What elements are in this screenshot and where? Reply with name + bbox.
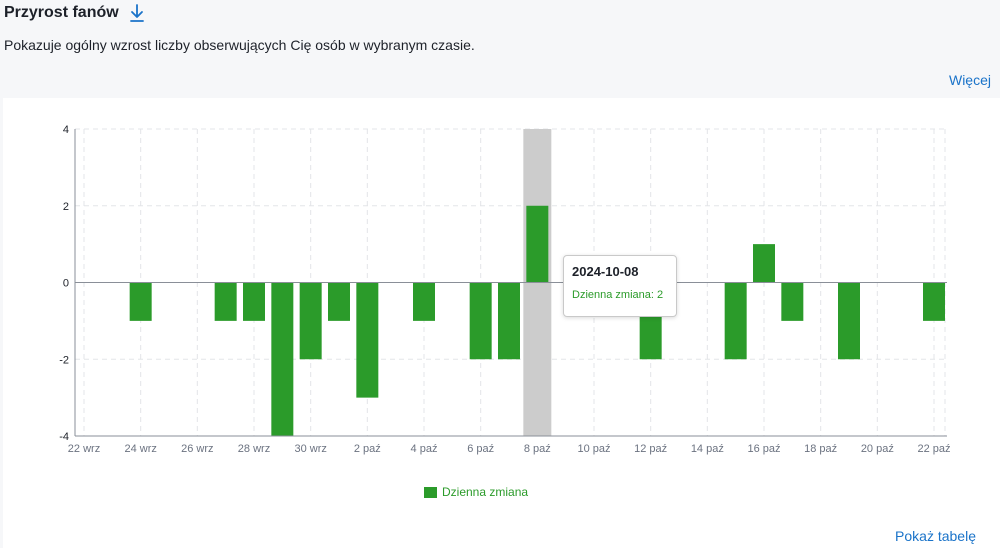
x-tick-label: 22 wrz: [68, 443, 100, 455]
bar: [526, 205, 549, 283]
bar: [328, 282, 350, 321]
header: Przyrost fanów: [4, 4, 145, 22]
y-tick-label: -4: [59, 431, 69, 443]
chart-card: -4 -2 0 2 4 22 wrz 24 wrz 26 wrz 28 wrz 30 wrz 2 p…: [3, 98, 1000, 548]
x-tick-label: 30 wrz: [294, 443, 326, 455]
x-tick-label: 12 paź: [634, 443, 667, 455]
y-tick-label: -2: [59, 354, 69, 366]
page-description: Pokazuje ogólny wzrost liczby obserwując…: [4, 37, 475, 53]
x-tick-label: 20 paź: [861, 443, 894, 455]
bar: [781, 282, 804, 321]
x-tick-label: 4 paź: [411, 443, 438, 455]
x-tick-label: 10 paź: [577, 443, 610, 455]
x-tick-label: 2 paź: [354, 443, 381, 455]
bar: [129, 282, 152, 321]
x-tick-label: 24 wrz: [124, 443, 156, 455]
legend-label: Dzienna zmiana: [442, 485, 529, 499]
bar: [271, 282, 294, 436]
legend-swatch: [424, 486, 437, 498]
show-table-link[interactable]: Pokaż tabelę: [895, 528, 976, 544]
bar-chart[interactable]: -4 -2 0 2 4 22 wrz 24 wrz 26 wrz 28 wrz 30 wrz 2 p…: [3, 98, 1000, 468]
bar: [923, 282, 945, 321]
x-tick-label: 8 paź: [524, 443, 551, 455]
chart-legend[interactable]: Dzienna zmiana: [424, 485, 528, 499]
x-tick-label: 28 wrz: [238, 443, 270, 455]
tooltip-value: Dzienna zmiana: 2: [572, 289, 664, 301]
x-tick-label: 22 paź: [917, 443, 950, 455]
bar: [413, 282, 435, 321]
tooltip-date: 2024-10-08: [572, 264, 639, 279]
x-tick-label: 18 paź: [804, 443, 837, 455]
bar: [724, 282, 747, 360]
bar: [753, 244, 775, 283]
x-tick-label: 14 paź: [691, 443, 724, 455]
chart-tooltip: 2024-10-08 Dzienna zmiana: 2: [563, 255, 677, 317]
page-title: Przyrost fanów: [4, 4, 119, 21]
x-tick-label: 6 paź: [467, 443, 494, 455]
bar: [838, 282, 860, 360]
more-link[interactable]: Więcej: [948, 72, 991, 88]
y-tick-label: 4: [63, 124, 69, 136]
x-tick-label: 16 paź: [747, 443, 780, 455]
y-tick-label: 2: [63, 201, 69, 213]
bar: [243, 282, 265, 321]
bar: [469, 282, 492, 360]
bar: [356, 282, 379, 398]
bar: [214, 282, 237, 321]
y-tick-label: 0: [63, 278, 69, 290]
x-tick-label: 26 wrz: [181, 443, 213, 455]
bar: [299, 282, 322, 360]
download-icon[interactable]: [129, 4, 145, 22]
bar: [498, 282, 520, 360]
